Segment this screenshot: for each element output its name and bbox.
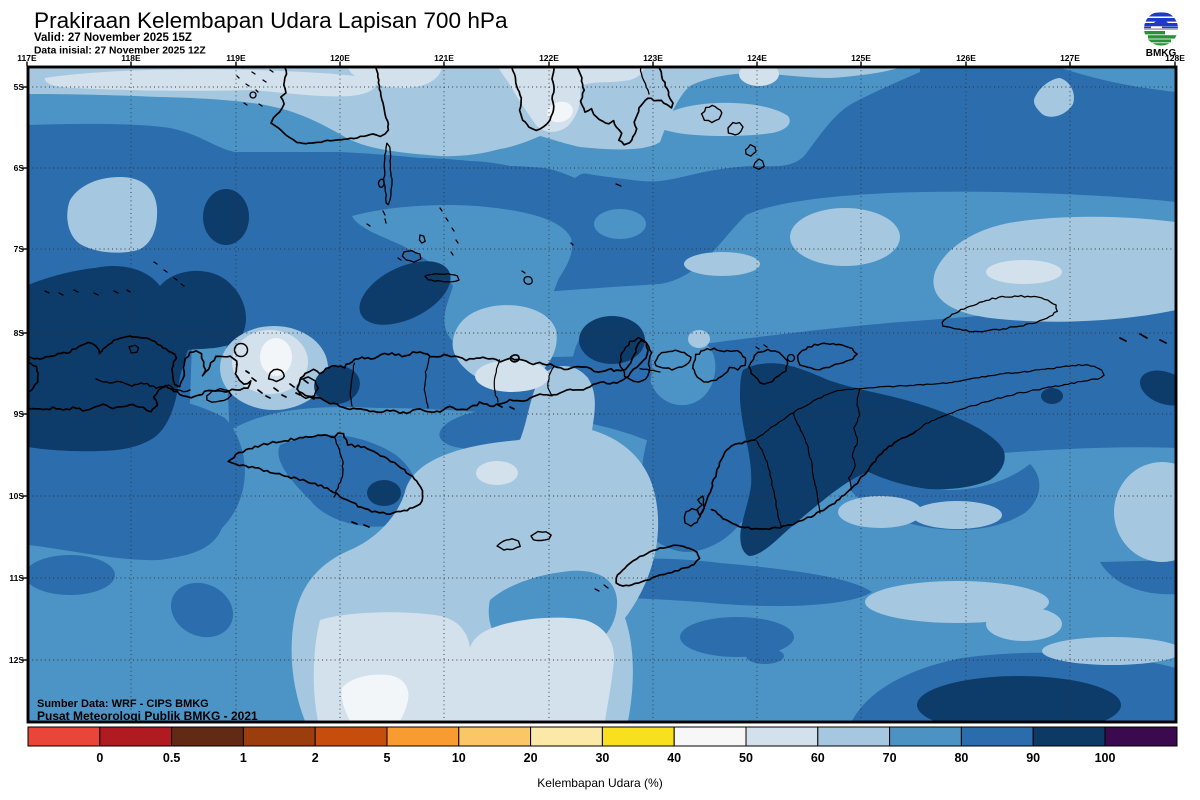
svg-text:90: 90 — [1026, 751, 1040, 765]
svg-text:6S: 6S — [14, 163, 25, 173]
svg-text:9S: 9S — [14, 409, 25, 419]
svg-text:119E: 119E — [226, 53, 246, 63]
svg-text:5S: 5S — [14, 82, 25, 92]
svg-text:Sumber Data: WRF - CIPS BMKG: Sumber Data: WRF - CIPS BMKG — [37, 698, 209, 710]
svg-text:123E: 123E — [643, 53, 663, 63]
svg-text:80: 80 — [954, 751, 968, 765]
svg-text:8S: 8S — [14, 328, 25, 338]
svg-text:50: 50 — [739, 751, 753, 765]
svg-text:7S: 7S — [14, 244, 25, 254]
svg-text:1: 1 — [240, 751, 247, 765]
svg-text:Valid: 27 November 2025 15Z: Valid: 27 November 2025 15Z — [34, 32, 192, 44]
svg-text:30: 30 — [595, 751, 609, 765]
svg-text:11S: 11S — [9, 573, 24, 583]
svg-text:126E: 126E — [956, 53, 976, 63]
svg-text:121E: 121E — [434, 53, 454, 63]
svg-text:10: 10 — [452, 751, 466, 765]
svg-text:12S: 12S — [9, 655, 24, 665]
svg-text:0.5: 0.5 — [163, 751, 180, 765]
svg-text:5: 5 — [384, 751, 391, 765]
svg-text:Data inisial: 27 November 2025: Data inisial: 27 November 2025 12Z — [34, 46, 206, 57]
svg-text:125E: 125E — [851, 53, 871, 63]
svg-text:20: 20 — [524, 751, 538, 765]
svg-text:127E: 127E — [1060, 53, 1080, 63]
svg-text:Prakiraan Kelembapan Udara Lap: Prakiraan Kelembapan Udara Lapisan 700 h… — [34, 8, 508, 33]
svg-text:70: 70 — [883, 751, 897, 765]
svg-text:BMKG: BMKG — [1146, 48, 1177, 59]
svg-text:Pusat Meteorologi Publik BMKG: Pusat Meteorologi Publik BMKG - 2021 — [37, 709, 258, 723]
svg-text:40: 40 — [667, 751, 681, 765]
svg-text:0: 0 — [96, 751, 103, 765]
svg-text:117E: 117E — [17, 53, 37, 63]
svg-text:2: 2 — [312, 751, 319, 765]
svg-text:124E: 124E — [747, 53, 767, 63]
svg-text:128E: 128E — [1165, 53, 1185, 63]
svg-text:120E: 120E — [330, 53, 350, 63]
svg-text:100: 100 — [1095, 751, 1116, 765]
svg-text:10S: 10S — [9, 491, 24, 501]
svg-text:60: 60 — [811, 751, 825, 765]
svg-text:118E: 118E — [121, 53, 141, 63]
svg-text:122E: 122E — [539, 53, 559, 63]
svg-text:Kelembapan Udara (%): Kelembapan Udara (%) — [537, 776, 662, 790]
